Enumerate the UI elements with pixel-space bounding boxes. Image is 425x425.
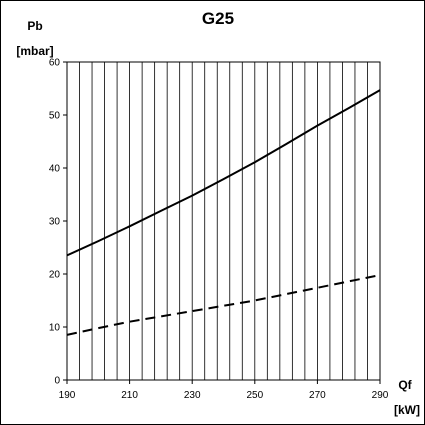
x-tick-label: 210 [121,390,138,401]
x-axis-title-line-2: [kW] [394,403,420,417]
y-tick-label: 60 [49,58,61,69]
x-tick-label: 190 [59,390,76,401]
y-axis-title-line-1: Pb [27,19,42,33]
y-tick-label: 10 [49,323,61,334]
x-tick-label: 230 [184,390,201,401]
y-axis-title-line-2: [mbar] [16,44,53,58]
dashed-series-line [66,274,381,336]
x-axis-title-line-1: Qf [398,378,412,392]
y-tick-label: 0 [54,376,60,387]
grid-layer [79,62,368,380]
y-tick-label: 30 [49,217,61,228]
y-tick-label: 40 [49,164,61,175]
x-tick-label: 270 [309,390,326,401]
solid-series-line [66,89,381,257]
y-tick-label: 50 [49,111,61,122]
series-layer [66,89,381,336]
axes-layer [63,61,381,384]
chart-title: G25 [202,9,234,28]
tick-label-layer: 0 10 20 30 40 50 60 190 210 230 250 270 290 [49,58,389,402]
y-tick-label: 20 [49,270,61,281]
x-tick-label: 290 [372,390,389,401]
x-tick-label: 250 [246,390,263,401]
